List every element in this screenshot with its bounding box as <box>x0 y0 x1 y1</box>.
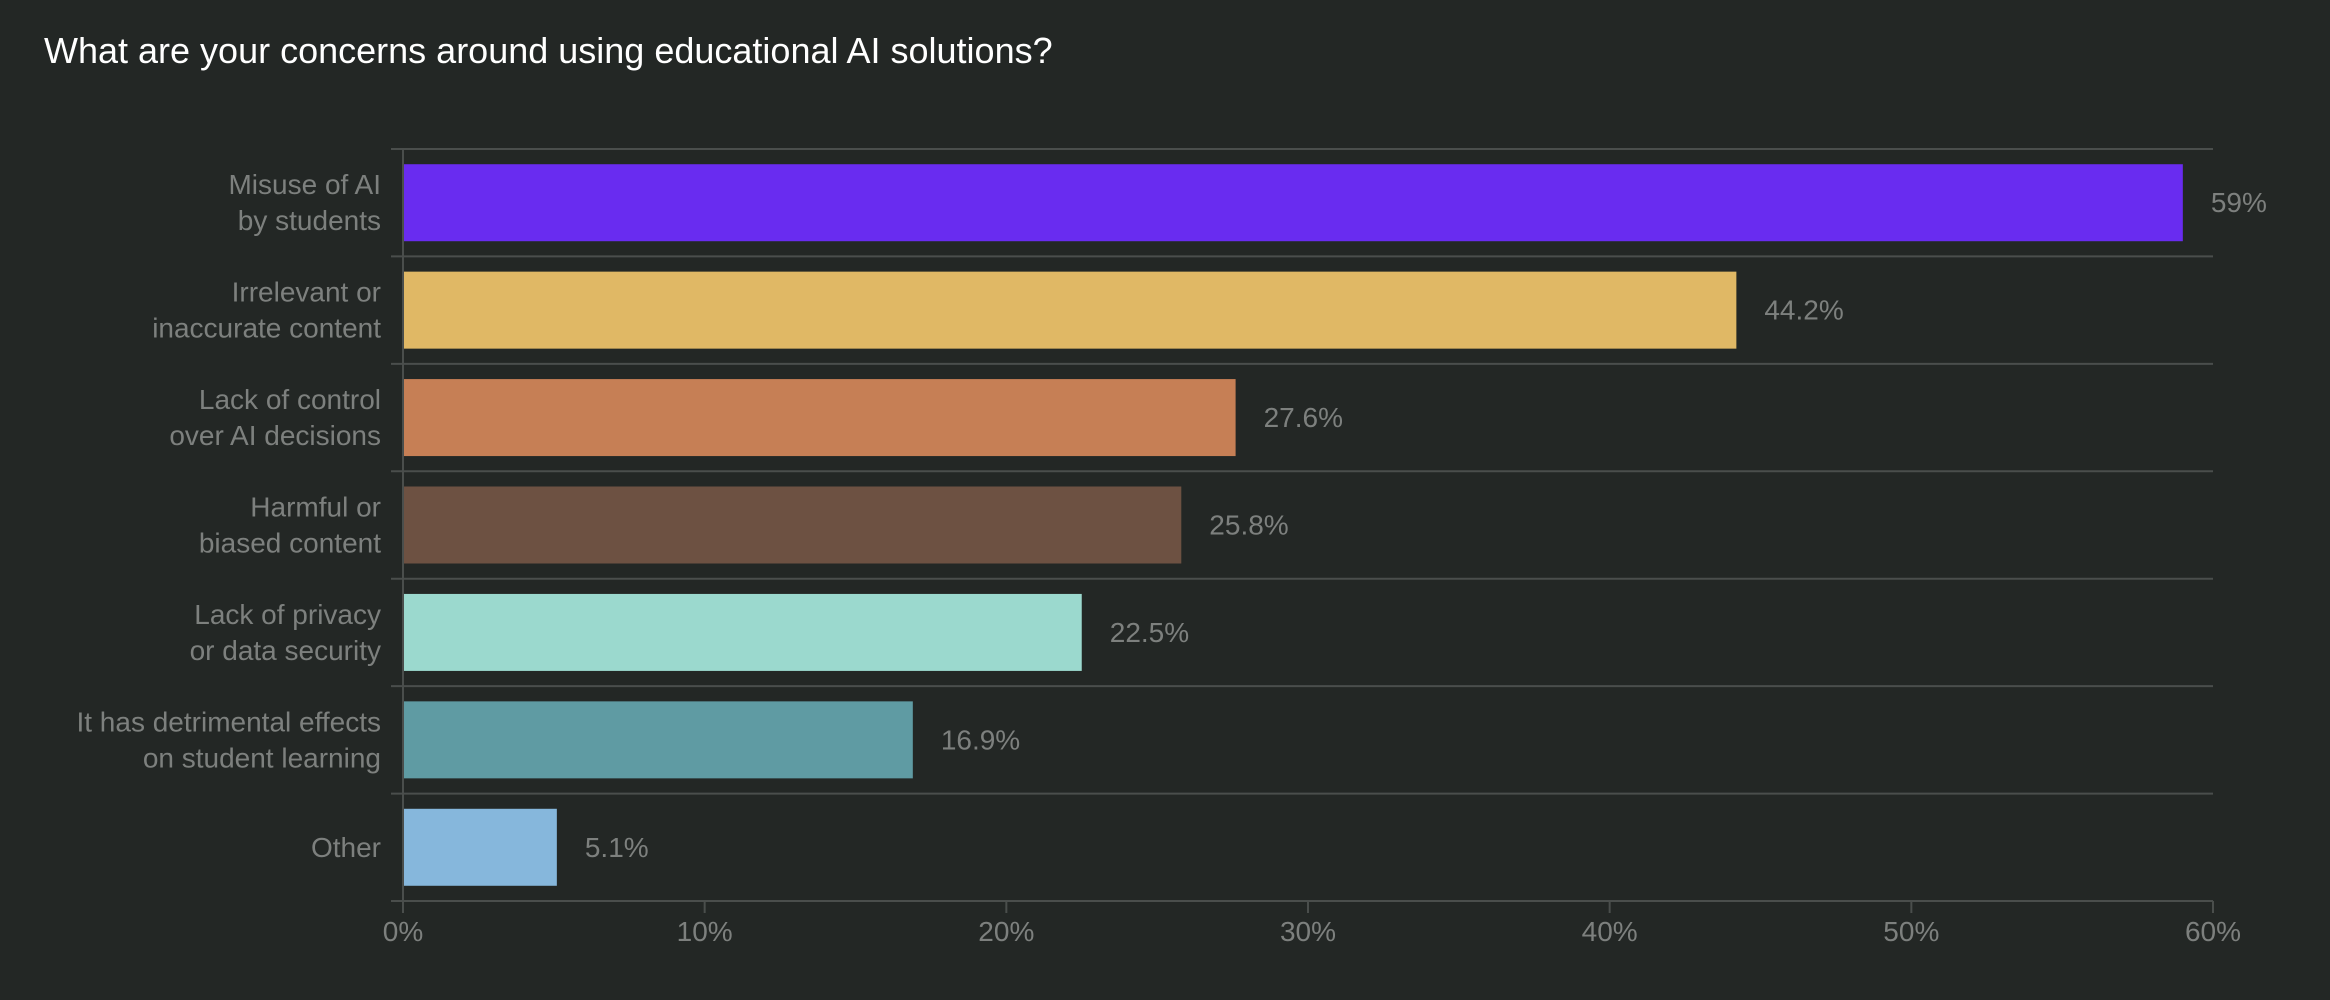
x-tick-label: 0% <box>383 916 423 947</box>
category-label-line: Lack of privacy <box>194 599 381 630</box>
category-labels: Misuse of AI by students Irrelevant or inac… <box>76 169 381 863</box>
category-label-line: It has detrimental effects <box>76 706 381 737</box>
value-labels: 59% 44.2% 27.6% 25.8% 22.5% 16.9% 5.1% <box>585 187 2267 863</box>
category-label-line: over AI decisions <box>169 420 381 451</box>
category-label-line: biased content <box>199 528 381 559</box>
category-label: Other <box>311 832 381 863</box>
category-label-line: Irrelevant or <box>232 277 381 308</box>
category-label: Harmful or biased content <box>199 492 381 559</box>
category-label-line: Misuse of AI <box>228 169 381 200</box>
category-label: Irrelevant or inaccurate content <box>152 277 381 344</box>
category-label-line: by students <box>238 205 381 236</box>
category-label: Lack of privacy or data security <box>190 599 381 666</box>
bars <box>404 164 2183 886</box>
category-label: It has detrimental effects on student lea… <box>76 706 381 773</box>
bar[interactable] <box>404 379 1236 457</box>
value-label: 16.9% <box>941 724 1020 755</box>
value-label: 22.5% <box>1110 617 1189 648</box>
bar[interactable] <box>404 593 1082 671</box>
x-tick-label: 10% <box>677 916 733 947</box>
category-label-line: Harmful or <box>250 492 381 523</box>
value-label: 25.8% <box>1209 510 1288 541</box>
category-label-line: Lack of control <box>199 384 381 415</box>
value-label: 5.1% <box>585 832 649 863</box>
grid-lines <box>391 148 2213 795</box>
chart-title: What are your concerns around using educ… <box>44 30 1053 71</box>
value-label: 59% <box>2211 187 2267 218</box>
x-axis-ticks: 0% 10% 20% 30% 40% 50% 60% <box>383 901 2241 947</box>
category-label-line: Other <box>311 832 381 863</box>
category-label-line: or data security <box>190 635 381 666</box>
axes <box>391 149 2213 902</box>
category-label-line: on student learning <box>143 742 381 773</box>
category-label-line: inaccurate content <box>152 313 381 344</box>
bar[interactable] <box>404 808 557 886</box>
category-label: Misuse of AI by students <box>228 169 381 236</box>
bar[interactable] <box>404 486 1182 564</box>
bar[interactable] <box>404 164 2183 242</box>
value-label: 44.2% <box>1764 295 1843 326</box>
x-tick-label: 30% <box>1280 916 1336 947</box>
bar[interactable] <box>404 701 913 779</box>
x-tick-label: 40% <box>1582 916 1638 947</box>
value-label: 27.6% <box>1264 402 1343 433</box>
x-tick-label: 60% <box>2185 916 2241 947</box>
x-tick-label: 20% <box>978 916 1034 947</box>
bar[interactable] <box>404 271 1737 349</box>
x-tick-label: 50% <box>1883 916 1939 947</box>
category-label: Lack of control over AI decisions <box>169 384 381 451</box>
